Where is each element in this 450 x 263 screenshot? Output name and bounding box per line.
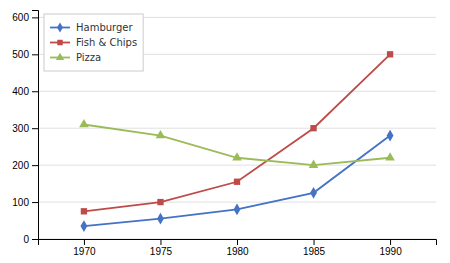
series-group [79, 51, 395, 232]
series-markers [81, 51, 393, 214]
point [234, 179, 240, 185]
legend-item: Pizza [50, 52, 101, 63]
tick-label: 0 [23, 234, 29, 245]
tick: 0 [23, 234, 38, 245]
tick: 300 [12, 123, 38, 134]
legend-marker [57, 40, 62, 45]
tick-label: 600 [12, 12, 29, 23]
legend-marker [57, 22, 63, 32]
tick-label: 1990 [379, 246, 402, 257]
point [234, 204, 241, 216]
tick: 100 [12, 197, 38, 208]
tick-mark [32, 91, 38, 92]
tick-mark [32, 202, 38, 203]
legend-marker [56, 53, 64, 60]
tick: 1990 [379, 239, 402, 257]
tick-label: 1970 [73, 246, 96, 257]
legend-item: Hamburger [50, 22, 134, 33]
tick: 400 [12, 86, 38, 97]
plot: 1970 1975 1980 1985 1990 0 100 200 300 400 500 600 H… [12, 11, 436, 258]
x-axis: 1970 1975 1980 1985 1990 [39, 239, 437, 257]
point [156, 130, 166, 138]
tick-label: 1980 [226, 246, 249, 257]
axis-line [32, 11, 39, 240]
axis-line [39, 240, 437, 246]
tick-label: 1985 [303, 246, 326, 257]
legend-label: Fish & Chips [76, 37, 137, 48]
point [81, 208, 87, 214]
tick: 1985 [303, 239, 326, 257]
point [232, 152, 242, 160]
chart: 1970 1975 1980 1985 1990 0 100 200 300 400 500 600 H… [0, 0, 450, 263]
grid-line [38, 202, 436, 203]
point [387, 51, 393, 57]
tick-mark [32, 128, 38, 129]
grid-line [38, 91, 436, 92]
legend-label: Hamburger [76, 22, 134, 33]
tick-label: 1975 [150, 246, 173, 257]
tick-mark [32, 17, 38, 18]
tick-label: 500 [12, 49, 29, 60]
tick-mark [314, 239, 315, 245]
tick-mark [390, 239, 391, 245]
tick: 1970 [73, 239, 96, 257]
tick-mark [32, 54, 38, 55]
tick-mark [160, 239, 161, 245]
point [310, 125, 316, 131]
tick: 500 [12, 49, 38, 60]
tick-label: 400 [12, 86, 29, 97]
point [157, 199, 163, 205]
point [385, 152, 395, 160]
tick-label: 300 [12, 123, 29, 134]
tick-label: 100 [12, 197, 29, 208]
series-markers [81, 130, 394, 232]
point [310, 187, 317, 199]
tick-mark [32, 239, 38, 240]
tick: 1975 [150, 239, 173, 257]
tick: 1980 [226, 239, 249, 257]
point [387, 130, 394, 142]
tick: 200 [12, 160, 38, 171]
legend-box [44, 14, 143, 71]
point [309, 160, 319, 168]
tick: 600 [12, 12, 38, 23]
point [157, 213, 164, 225]
legend-label: Pizza [76, 52, 101, 63]
series-line [84, 136, 390, 226]
grid-line [38, 165, 436, 166]
point [81, 220, 88, 232]
legend: Hamburger Fish & Chips Pizza [44, 14, 143, 71]
grid-line [38, 128, 436, 129]
series-line [84, 54, 390, 211]
series-line [84, 125, 390, 166]
tick-mark [32, 165, 38, 166]
tick-label: 200 [12, 160, 29, 171]
y-axis: 0 100 200 300 400 500 600 [12, 11, 38, 245]
tick-mark [84, 239, 85, 245]
legend-item: Fish & Chips [50, 37, 137, 48]
series-markers [79, 119, 395, 168]
tick-mark [237, 239, 238, 245]
point [79, 119, 89, 127]
